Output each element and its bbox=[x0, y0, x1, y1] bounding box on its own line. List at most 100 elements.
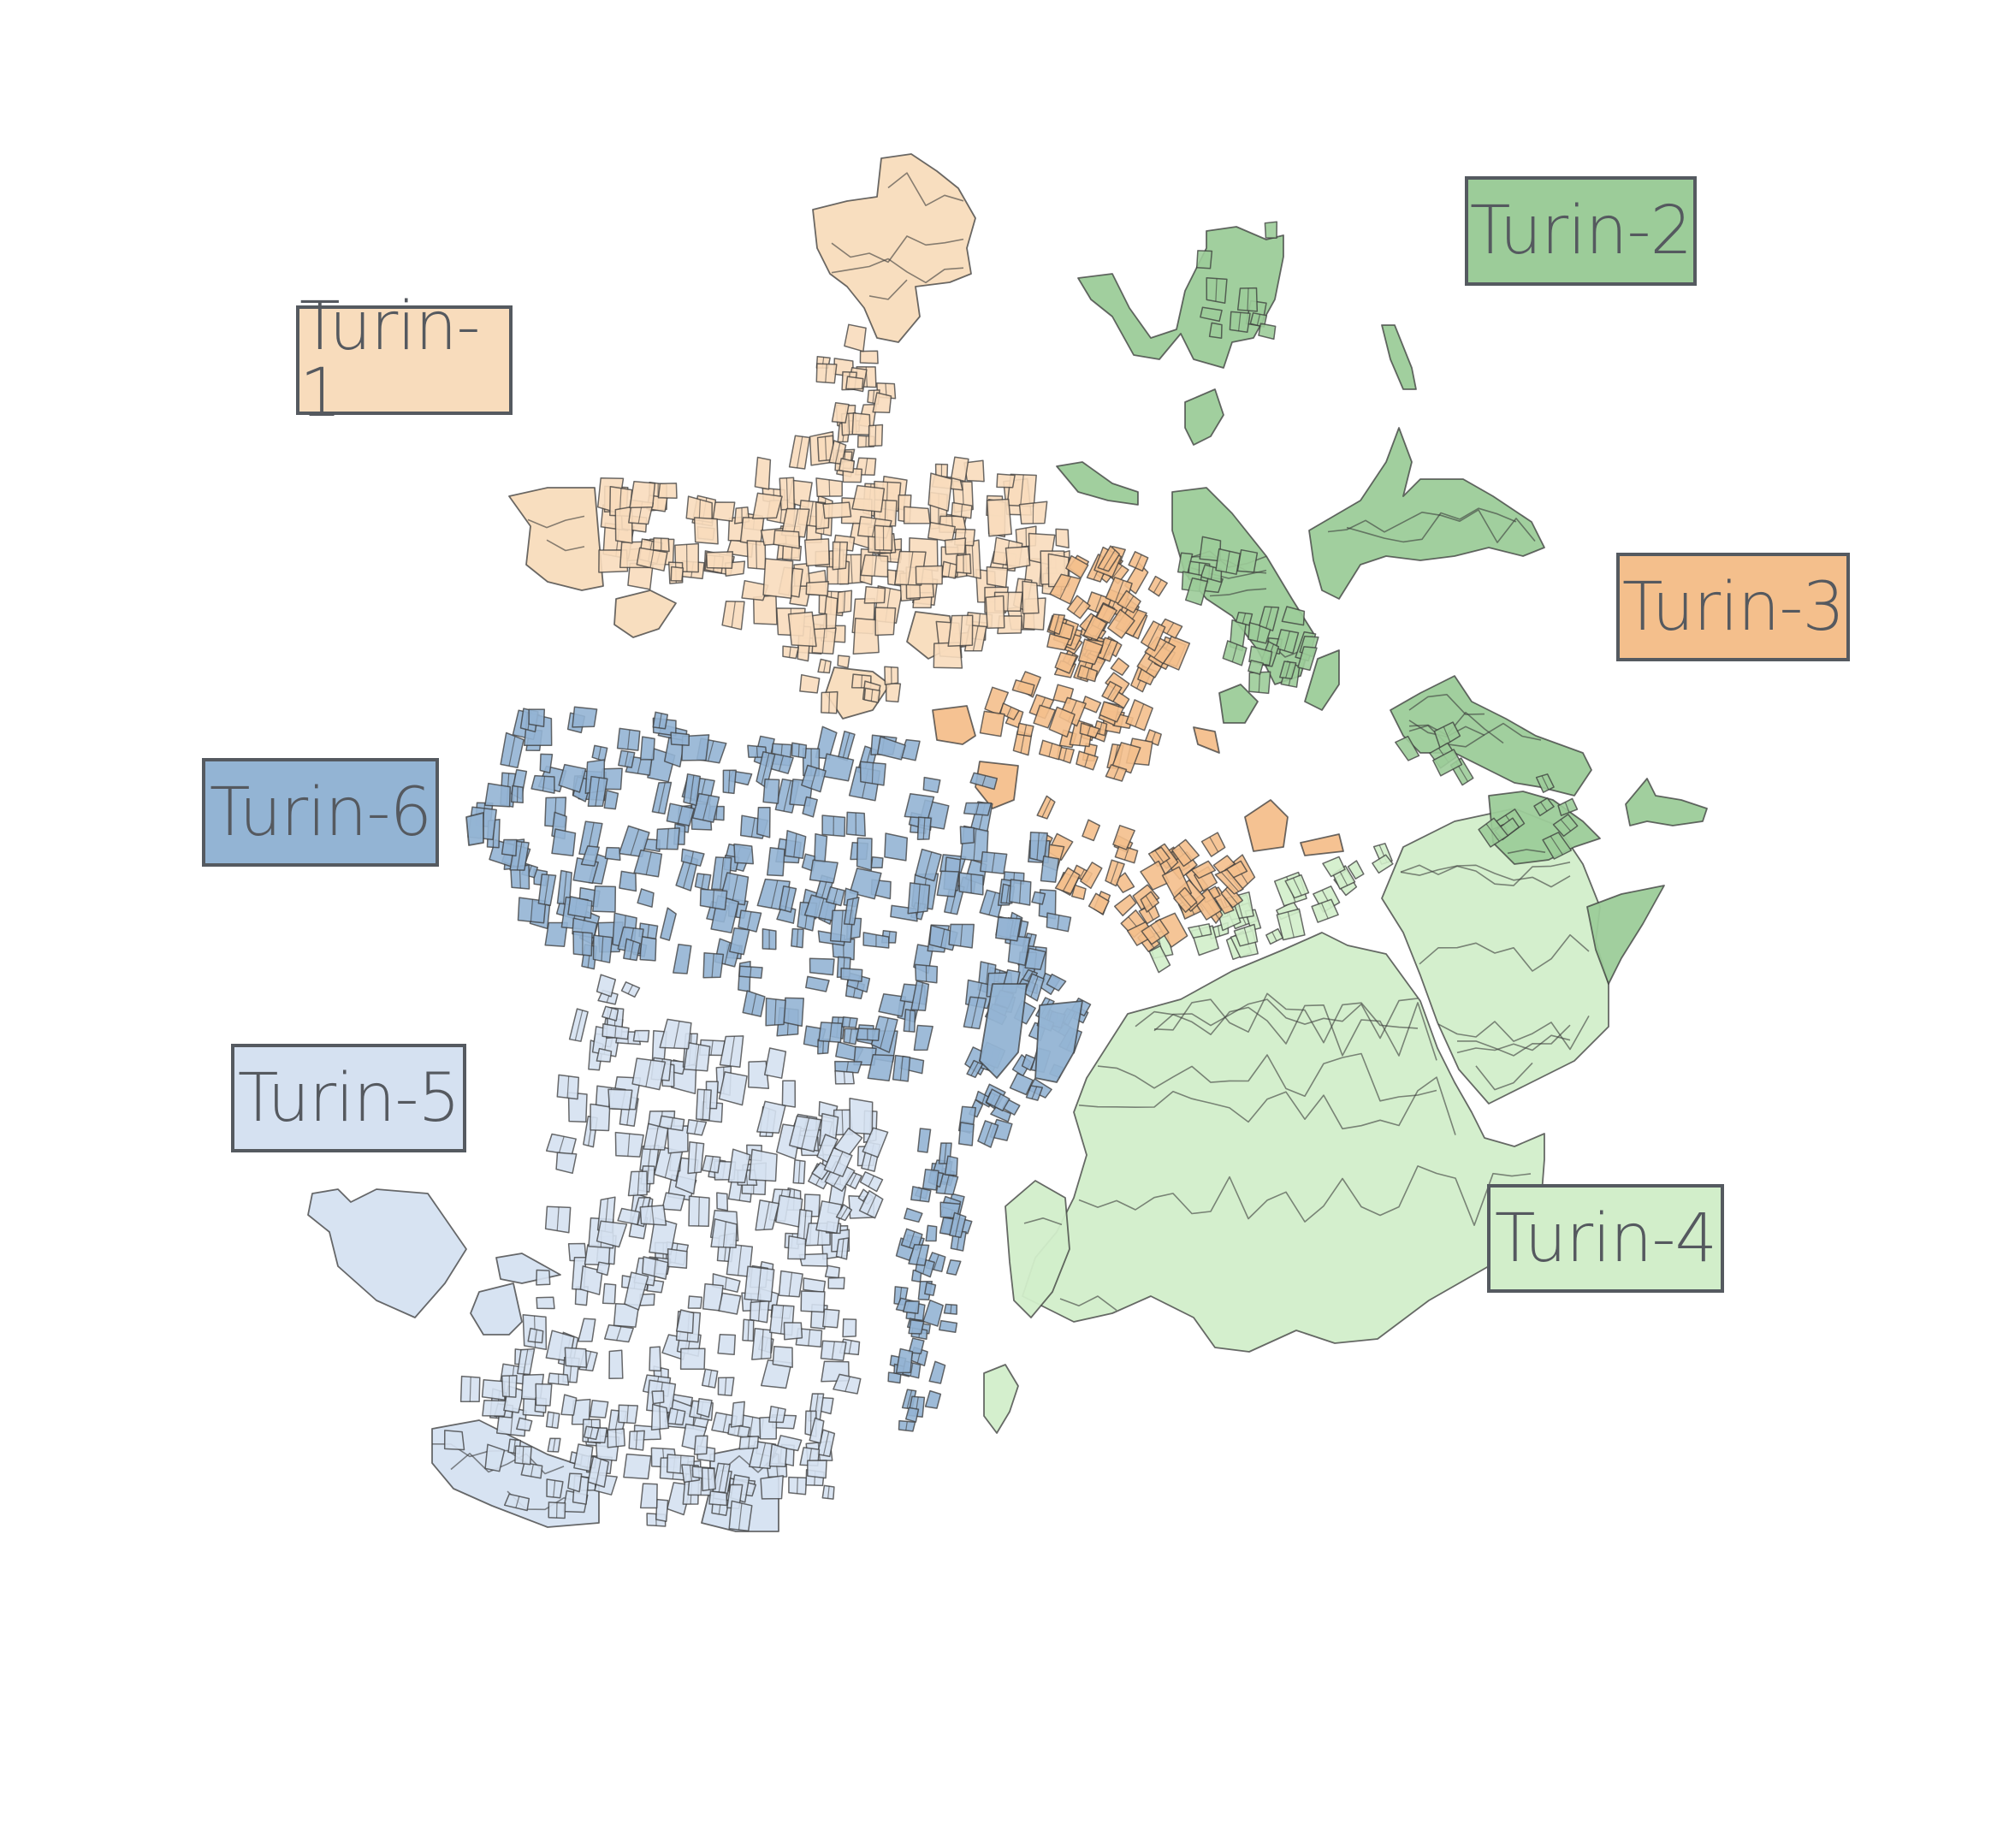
district-2-parcel[interactable] bbox=[1297, 646, 1318, 672]
district-6-parcel[interactable] bbox=[910, 980, 930, 1011]
district-5-parcel[interactable] bbox=[717, 1377, 735, 1397]
district-5-parcel[interactable] bbox=[617, 1207, 641, 1226]
district-6-parcel[interactable] bbox=[809, 859, 839, 884]
district-5-parcel[interactable] bbox=[655, 1498, 669, 1522]
district-6-parcel[interactable] bbox=[821, 753, 855, 782]
district-1-parcel[interactable] bbox=[613, 589, 677, 638]
district-6-parcel[interactable] bbox=[729, 927, 750, 956]
district-4-parcel[interactable] bbox=[1322, 856, 1346, 878]
district-6-parcel[interactable] bbox=[592, 934, 613, 963]
district-6-parcel[interactable] bbox=[639, 736, 655, 761]
district-6-parcel[interactable] bbox=[680, 848, 705, 867]
district-6-parcel[interactable] bbox=[782, 997, 805, 1028]
district-6-parcel[interactable] bbox=[856, 837, 873, 871]
district-5-parcel[interactable] bbox=[661, 1192, 685, 1211]
district-5-parcel[interactable] bbox=[693, 1435, 708, 1455]
district-5-parcel[interactable] bbox=[470, 1282, 523, 1336]
district-1-parcel[interactable] bbox=[927, 472, 953, 512]
district-5-parcel[interactable] bbox=[718, 1292, 742, 1315]
district-5-parcel[interactable] bbox=[730, 1401, 745, 1428]
district-1-parcel[interactable] bbox=[947, 614, 974, 648]
district-6-parcel[interactable] bbox=[1031, 891, 1046, 905]
district-3-parcel[interactable] bbox=[1111, 742, 1141, 774]
district-6-parcel[interactable] bbox=[738, 909, 762, 933]
district-1-parcel[interactable] bbox=[986, 498, 1013, 537]
district-1-parcel[interactable] bbox=[837, 654, 850, 669]
district-5-parcel[interactable] bbox=[535, 1383, 553, 1407]
district-1-parcel[interactable] bbox=[944, 537, 967, 555]
district-6-parcel[interactable] bbox=[904, 1407, 920, 1423]
district-6-parcel[interactable] bbox=[924, 1282, 937, 1296]
district-6-parcel[interactable] bbox=[572, 706, 598, 728]
label-turin-6[interactable]: Turin-6 bbox=[202, 758, 439, 867]
district-1-parcel[interactable] bbox=[844, 323, 867, 352]
district-1-parcel[interactable] bbox=[859, 350, 879, 364]
district-1-parcel[interactable] bbox=[762, 558, 794, 599]
district-2-parcel[interactable] bbox=[1056, 461, 1139, 506]
district-5-parcel[interactable] bbox=[858, 1190, 884, 1219]
district-3-parcel[interactable] bbox=[1193, 726, 1220, 754]
district-6-parcel[interactable] bbox=[756, 807, 771, 838]
district-1-parcel[interactable] bbox=[754, 456, 772, 490]
district-5-parcel[interactable] bbox=[751, 1327, 773, 1360]
district-3-parcel[interactable] bbox=[1190, 860, 1217, 880]
district-5-parcel[interactable] bbox=[623, 1453, 652, 1480]
district-6-parcel[interactable] bbox=[814, 832, 828, 863]
district-5-parcel[interactable] bbox=[596, 974, 617, 998]
district-4-parcel[interactable] bbox=[1188, 923, 1212, 939]
district-6-parcel[interactable] bbox=[539, 753, 554, 774]
district-6-parcel[interactable] bbox=[913, 1024, 933, 1051]
district-6-parcel[interactable] bbox=[530, 774, 555, 794]
district-3-parcel[interactable] bbox=[1079, 722, 1100, 738]
district-6-parcel[interactable] bbox=[633, 849, 663, 878]
district-5-parcel[interactable] bbox=[481, 1378, 506, 1401]
district-5-parcel[interactable] bbox=[596, 1047, 613, 1063]
district-6-parcel[interactable] bbox=[878, 992, 907, 1017]
district-1-parcel[interactable] bbox=[773, 530, 800, 549]
district-5-parcel[interactable] bbox=[772, 1346, 793, 1368]
district-6-parcel[interactable] bbox=[580, 845, 600, 867]
district-2-parcel[interactable] bbox=[1200, 306, 1223, 323]
district-5-parcel[interactable] bbox=[546, 1478, 564, 1499]
district-6-parcel[interactable] bbox=[834, 1060, 862, 1074]
district-5-parcel[interactable] bbox=[307, 1188, 467, 1318]
district-5-parcel[interactable] bbox=[667, 1248, 688, 1270]
district-4-parcel[interactable] bbox=[983, 1364, 1019, 1434]
district-6-parcel[interactable] bbox=[925, 1224, 938, 1242]
district-5-parcel[interactable] bbox=[632, 1029, 650, 1043]
district-2-parcel[interactable] bbox=[1248, 645, 1273, 666]
district-2-parcel[interactable] bbox=[1077, 226, 1284, 369]
district-2-parcel[interactable] bbox=[1247, 660, 1265, 675]
district-5-parcel[interactable] bbox=[760, 1475, 784, 1500]
district-3-parcel[interactable] bbox=[1077, 638, 1104, 666]
district-6-parcel[interactable] bbox=[1007, 935, 1031, 967]
district-1-parcel[interactable] bbox=[1055, 528, 1070, 548]
district-1-parcel[interactable] bbox=[851, 484, 886, 513]
district-5-parcel[interactable] bbox=[763, 1047, 787, 1079]
district-1-parcel[interactable] bbox=[741, 579, 769, 601]
district-2-parcel[interactable] bbox=[1381, 324, 1417, 390]
district-6-parcel[interactable] bbox=[990, 1106, 1012, 1122]
district-6-parcel[interactable] bbox=[558, 763, 587, 793]
district-6-parcel[interactable] bbox=[733, 843, 755, 865]
district-5-parcel[interactable] bbox=[822, 1308, 840, 1329]
district-1-parcel[interactable] bbox=[863, 585, 886, 604]
district-5-parcel[interactable] bbox=[639, 1483, 658, 1509]
district-5-parcel[interactable] bbox=[659, 1018, 692, 1050]
district-6-parcel[interactable] bbox=[670, 732, 690, 746]
district-5-parcel[interactable] bbox=[482, 1399, 508, 1418]
district-1-parcel[interactable] bbox=[787, 611, 817, 648]
district-5-parcel[interactable] bbox=[649, 1346, 661, 1372]
district-6-parcel[interactable] bbox=[762, 779, 780, 804]
district-6-parcel[interactable] bbox=[465, 812, 484, 846]
district-5-parcel[interactable] bbox=[624, 1271, 649, 1311]
district-5-parcel[interactable] bbox=[536, 1269, 551, 1286]
district-6-parcel[interactable] bbox=[603, 790, 619, 810]
district-3-parcel[interactable] bbox=[1054, 867, 1081, 895]
district-5-parcel[interactable] bbox=[749, 1148, 778, 1182]
district-6-parcel[interactable] bbox=[840, 967, 863, 983]
district-1-parcel[interactable] bbox=[752, 492, 783, 519]
district-5-parcel[interactable] bbox=[567, 1472, 583, 1493]
district-5-parcel[interactable] bbox=[800, 1290, 826, 1313]
district-6-parcel[interactable] bbox=[922, 776, 941, 794]
